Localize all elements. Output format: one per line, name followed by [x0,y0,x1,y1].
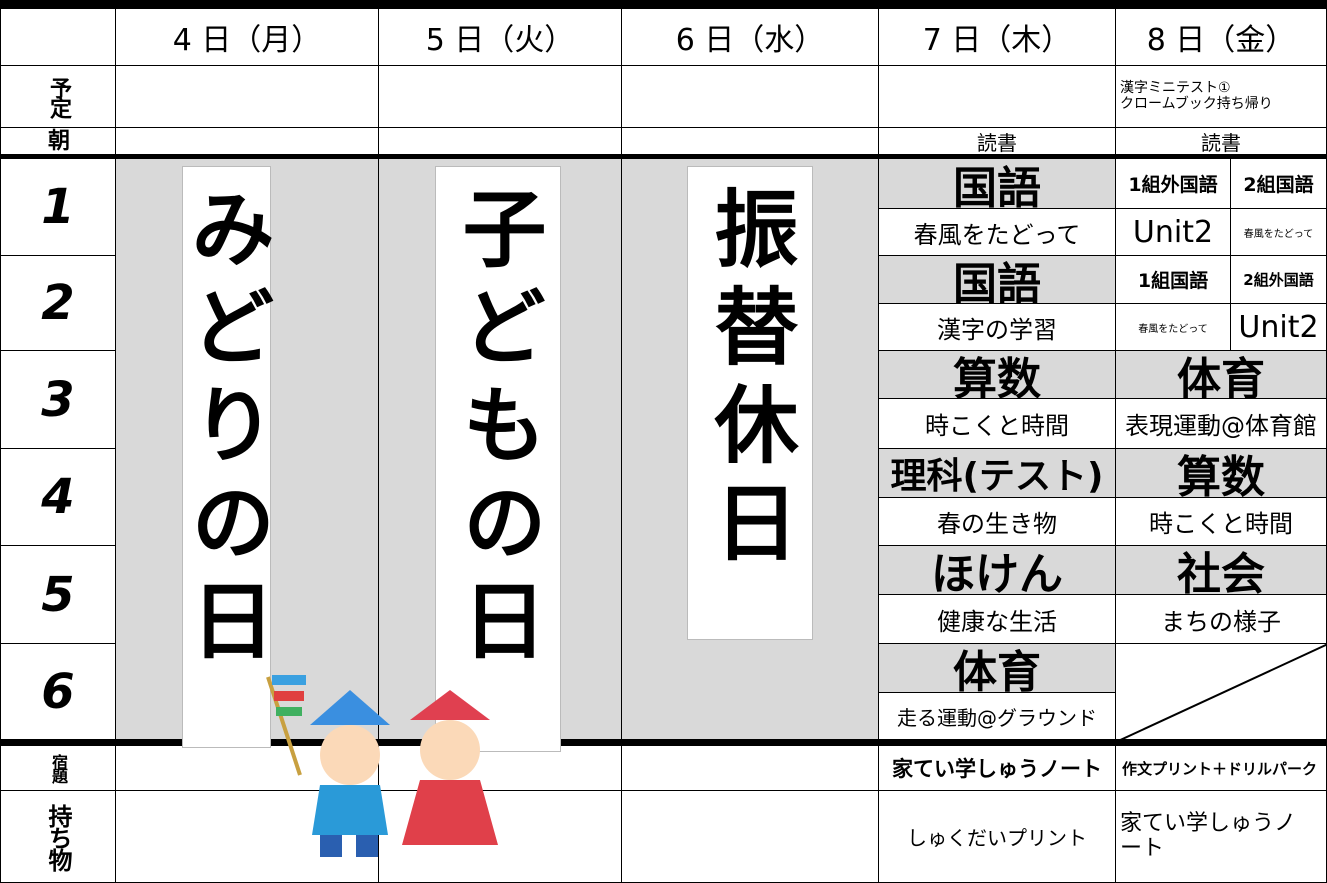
day-header: 8 日（金） [1115,8,1327,66]
row-label: 宿題 [0,745,116,791]
cell [621,790,879,883]
corner-cell [0,8,116,66]
banner-text: 子どもの日 [449,185,547,675]
period-label: 5 [0,545,116,644]
period-label: 4 [0,448,116,546]
day-header: 7 日（木） [878,8,1116,66]
period-label: 3 [0,350,116,449]
cell [378,65,622,128]
plan-cell: 漢字ミニテスト① クロームブック持ち帰り [1115,65,1327,128]
row-label: 朝 [0,127,116,156]
cell [115,127,379,156]
rule [0,154,1327,159]
detail: 時こくと時間 [1115,497,1327,546]
banner: 振替休日 [687,166,813,640]
period-label: 2 [0,255,116,351]
subject: 2組外国語 [1230,255,1327,304]
rule [0,739,1327,745]
subject: 社会 [1115,545,1327,595]
morning-cell: 読書 [878,127,1116,156]
empty-cell [1115,643,1327,741]
detail: 表現運動@体育館 [1115,398,1327,449]
detail: Unit2 [1230,303,1327,351]
banner-text: みどりの日 [177,185,276,675]
plan-line: クロームブック持ち帰り [1120,95,1273,112]
subject: 1組国語 [1115,255,1231,304]
day-header: 6 日（水） [621,8,879,66]
homework-cell: 家てい学しゅうノート [878,745,1116,791]
detail: 春の生き物 [878,497,1116,546]
cell [621,745,879,791]
children-illustration [266,675,498,857]
morning-cell: 読書 [1115,127,1327,156]
belongings-cell: しゅくだいプリント [878,790,1116,883]
period-label: 1 [0,158,116,256]
detail: 漢字の学習 [878,303,1116,351]
detail: 春風をたどって [1115,303,1231,351]
period-label: 6 [0,643,116,741]
detail: 春風をたどって [878,208,1116,256]
subject: 算数 [1115,448,1327,498]
day-header: 5 日（火） [378,8,622,66]
subject: 2組国語 [1230,158,1327,209]
day-header: 4 日（月） [115,8,379,66]
subject: ほけん [878,545,1116,595]
subject: 1組外国語 [1115,158,1231,209]
row-label: 持ち物 [0,790,116,883]
detail: 走る運動@グラウンド [878,692,1116,741]
subject: 体育 [878,643,1116,693]
cell [621,65,879,128]
subject: 理科(テスト) [878,448,1116,498]
detail: 時こくと時間 [878,398,1116,449]
detail: まちの様子 [1115,594,1327,644]
homework-cell: 作文プリント＋ドリルパーク [1115,745,1327,791]
detail: Unit2 [1115,208,1231,256]
subject: 国語 [878,255,1116,304]
cell [878,65,1116,128]
row-label: 予定 [0,65,116,128]
cell [378,127,622,156]
subject: 算数 [878,350,1116,399]
rule [0,0,1327,9]
cell [621,127,879,156]
belongings-cell: 家てい学しゅうノート [1115,790,1327,883]
detail: 健康な生活 [878,594,1116,644]
banner-text: 振替休日 [701,185,800,577]
banner: 子どもの日 [435,166,561,752]
subject: 国語 [878,158,1116,209]
detail: 春風をたどって [1230,208,1327,256]
cell [115,65,379,128]
banner: みどりの日 [177,166,276,748]
plan-line: 漢字ミニテスト① [1120,80,1231,97]
subject: 体育 [1115,350,1327,399]
diagonal [1117,644,1326,740]
